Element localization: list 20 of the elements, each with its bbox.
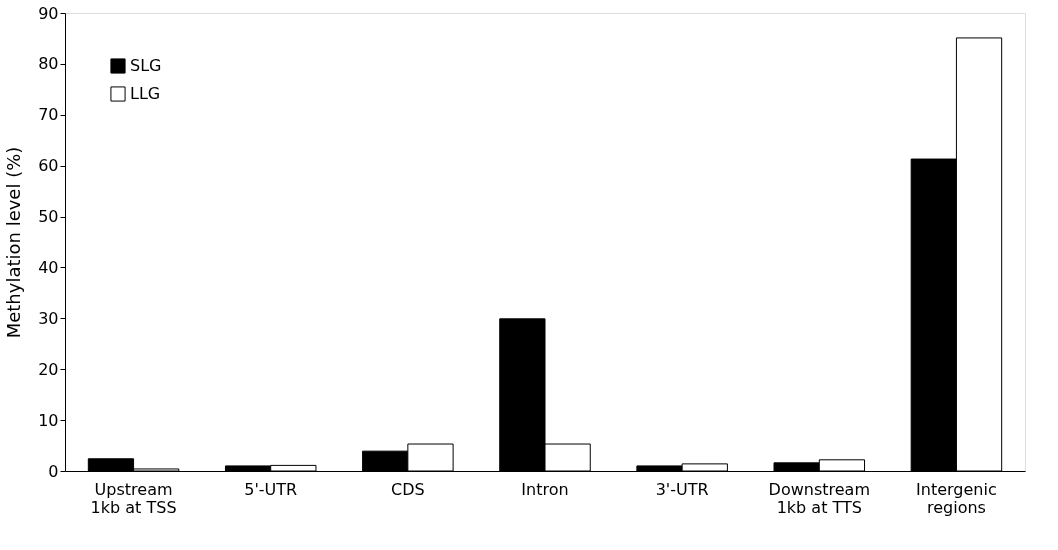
x-tick-label: Intergenic regions [916, 479, 997, 517]
y-tick-label: 50 [38, 207, 59, 227]
y-tick-label: 0 [48, 461, 59, 481]
x-tick-label: Downstream 1kb at TTS [768, 479, 870, 517]
y-tick-label: 10 [38, 410, 59, 430]
legend-label: LLG [130, 84, 161, 103]
y-tick-label: 80 [38, 54, 59, 74]
x-tick-label: 5'-UTR [244, 479, 298, 499]
y-tick-label: 20 [38, 359, 59, 379]
y-tick-label: 90 [38, 3, 59, 23]
y-tick-label: 70 [38, 105, 59, 125]
legend-label: SLG [130, 56, 162, 75]
x-tick-label: CDS [391, 479, 425, 499]
x-tick-label: 3'-UTR [655, 479, 709, 499]
y-tick-label: 60 [38, 156, 59, 176]
x-tick-label: Intron [521, 479, 569, 499]
y-tick-label: 40 [38, 257, 59, 277]
x-tick-label: Upstream 1kb at TSS [90, 479, 177, 517]
y-axis-title: Methylation level (%) [3, 146, 25, 339]
y-tick-label: 30 [38, 308, 59, 328]
